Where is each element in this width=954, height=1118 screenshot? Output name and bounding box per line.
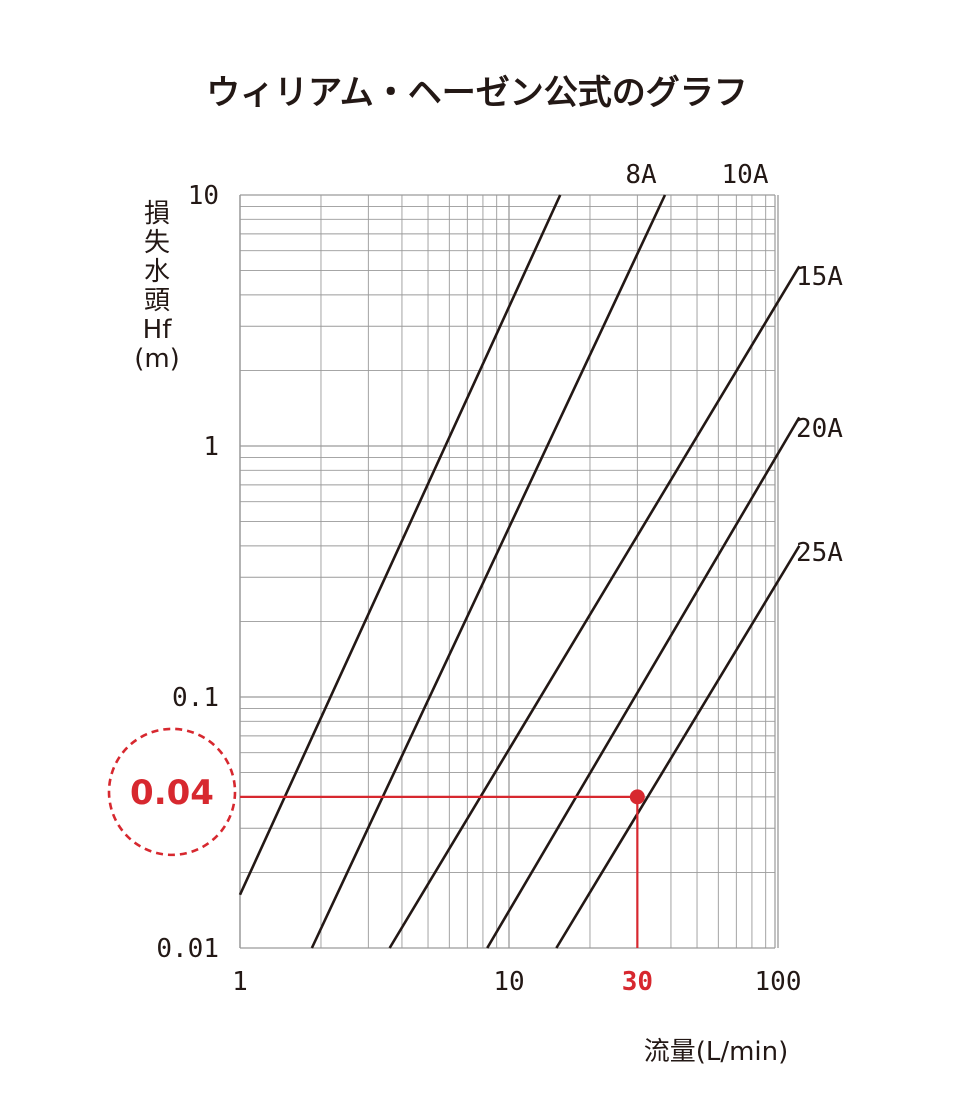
- highlight-annotation: 0.04: [107, 727, 645, 948]
- x-axis-label: 流量(L/min): [644, 1037, 789, 1067]
- highlight-point: [629, 789, 645, 805]
- y-axis-label-line: (m): [134, 344, 180, 374]
- series-line-15a: [388, 265, 801, 949]
- x-tick-label: 10: [493, 967, 524, 997]
- series-label-20a: 20A: [796, 414, 843, 444]
- series-line-25a: [555, 545, 801, 949]
- grid: [239, 194, 779, 949]
- highlight-x-label: 30: [622, 967, 653, 997]
- y-tick-label: 1: [203, 432, 219, 462]
- y-tick-label: 0.01: [156, 934, 219, 964]
- series-line-8a: [238, 194, 562, 896]
- series-lines: [238, 194, 801, 949]
- series-line-10a: [310, 194, 667, 949]
- y-axis-label-line: 水: [144, 257, 170, 287]
- tick-labels: 10 1 0.1 0.01 1 10 100 30: [156, 181, 801, 997]
- y-axis-label-line: 損: [144, 199, 170, 229]
- series-label-15a: 15A: [796, 262, 843, 292]
- series-label-8a: 8A: [625, 160, 657, 190]
- chart-title: ウィリアム・ヘーゼン公式のグラフ: [206, 73, 748, 113]
- y-axis-label-line: 頭: [144, 286, 170, 316]
- series-line-20a: [486, 416, 801, 949]
- highlight-y-callout-circle: [107, 727, 237, 857]
- y-tick-label: 0.1: [172, 683, 219, 713]
- y-axis-label-line: 失: [144, 228, 170, 258]
- highlight-y-label: 0.04: [130, 773, 214, 813]
- y-axis-label-line: Hf: [143, 315, 173, 345]
- series-label-10a: 10A: [722, 160, 769, 190]
- y-tick-label: 10: [188, 181, 219, 211]
- x-tick-label: 100: [755, 967, 802, 997]
- x-tick-label: 1: [232, 967, 248, 997]
- series-label-25a: 25A: [796, 538, 843, 568]
